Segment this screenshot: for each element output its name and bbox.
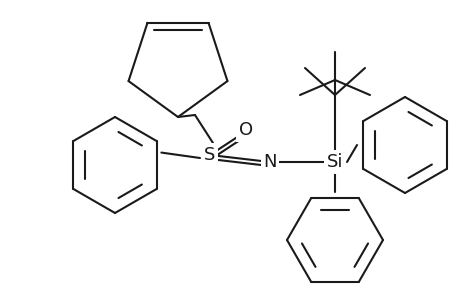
Text: S: S [204, 146, 215, 164]
Text: N: N [263, 153, 276, 171]
Text: Si: Si [326, 153, 342, 171]
Text: O: O [238, 121, 252, 139]
